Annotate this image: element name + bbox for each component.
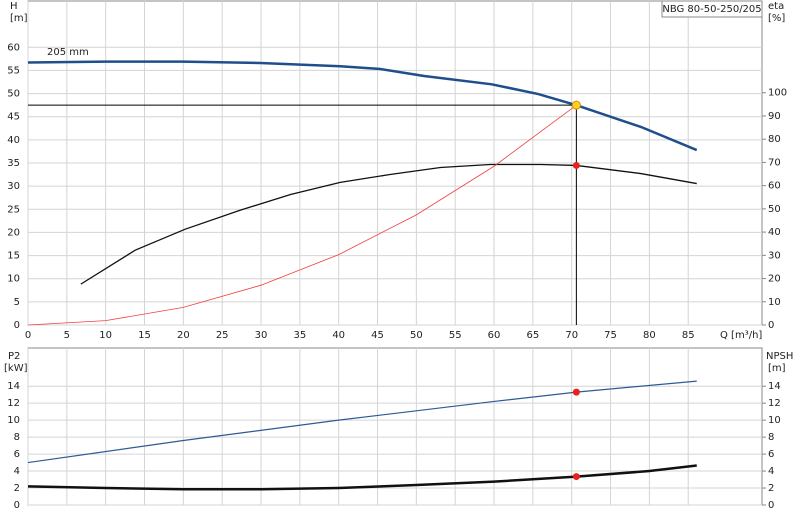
curve (27, 380, 697, 464)
y-tick-label: 12 (7, 398, 20, 409)
y-tick-label: 25 (7, 204, 20, 215)
y-tick-label: 14 (7, 381, 20, 392)
y-label: P2 (8, 351, 20, 362)
frame-bottom (27, 347, 763, 506)
y2-label: NPSH (766, 351, 793, 362)
y-tick-label: 60 (7, 42, 20, 53)
x-tick-label: 85 (682, 330, 695, 341)
y2-tick-label: 0 (768, 500, 774, 511)
y2-tick-label: 0 (768, 320, 774, 331)
y2-tick-label: 50 (768, 204, 781, 215)
chart-title: NBG 80-50-250/205 (662, 4, 761, 15)
y-tick-label: 2 (14, 483, 20, 494)
x-tick-label: 80 (643, 330, 656, 341)
y-tick-label: 30 (7, 181, 20, 192)
y2-tick-label: 12 (768, 398, 781, 409)
y2-tick-label: 14 (768, 381, 781, 392)
x-tick-label: 35 (293, 330, 306, 341)
y-tick-label: 10 (7, 274, 20, 285)
y2-tick-label: 10 (768, 297, 781, 308)
y-tick-label: 50 (7, 89, 20, 100)
y-tick-label: 15 (7, 251, 20, 262)
y2-unit: [%] (768, 13, 785, 24)
x-tick-label: 30 (255, 330, 268, 341)
y-tick-label: 35 (7, 158, 20, 169)
x-tick-label: 50 (410, 330, 423, 341)
y2-tick-label: 6 (768, 449, 774, 460)
y-tick-label: 45 (7, 112, 20, 123)
x-tick-label: 55 (449, 330, 462, 341)
x-tick-label: 70 (565, 330, 578, 341)
y-tick-label: 6 (14, 449, 20, 460)
operating-dot (572, 161, 580, 169)
operating-dot (572, 473, 580, 481)
x-tick-label: 0 (25, 330, 31, 341)
curve-label: 205 mm (47, 47, 89, 58)
y-tick-label: 0 (14, 320, 20, 331)
y2-unit: [m] (768, 363, 786, 374)
x-tick-label: 60 (488, 330, 501, 341)
operating-dot (572, 388, 580, 396)
y2-tick-label: 60 (768, 181, 781, 192)
x-tick-label: 15 (138, 330, 151, 341)
y2-tick-label: 10 (768, 415, 781, 426)
y2-tick-label: 2 (768, 483, 774, 494)
x-tick-label: 65 (527, 330, 540, 341)
y2-tick-label: 4 (768, 466, 774, 477)
y-tick-label: 0 (14, 500, 20, 511)
y2-label: eta (768, 1, 784, 12)
y-tick-label: 10 (7, 415, 20, 426)
y2-tick-label: 70 (768, 157, 781, 168)
y2-tick-label: 100 (768, 88, 787, 99)
x-tick-label: 10 (99, 330, 112, 341)
y2-tick-label: 20 (768, 274, 781, 285)
y-tick-label: 4 (14, 466, 20, 477)
x-tick-label: 5 (64, 330, 70, 341)
curve (27, 60, 698, 152)
y-unit: [kW] (4, 363, 28, 374)
y-tick-label: 8 (14, 432, 20, 443)
duty-point (571, 100, 581, 110)
title-box (661, 0, 763, 18)
y-label: H (10, 1, 18, 12)
y2-tick-label: 30 (768, 250, 781, 261)
y2-tick-label: 40 (768, 227, 781, 238)
curve (27, 104, 577, 326)
x-tick-label: 25 (216, 330, 229, 341)
y-tick-label: 20 (7, 227, 20, 238)
y-tick-label: 55 (7, 65, 20, 76)
y-tick-label: 40 (7, 135, 20, 146)
y2-tick-label: 80 (768, 134, 781, 145)
y2-tick-label: 8 (768, 432, 774, 443)
x-tick-label: 75 (604, 330, 617, 341)
x-tick-label: 45 (371, 330, 384, 341)
x-tick-label: 20 (177, 330, 190, 341)
y-unit: [m] (10, 13, 28, 24)
curve (27, 464, 697, 491)
y-tick-label: 5 (14, 297, 20, 308)
plot-layer (27, 1, 762, 506)
x-label: Q [m³/h] (720, 330, 762, 341)
x-tick-label: 40 (332, 330, 345, 341)
y2-tick-label: 90 (768, 111, 781, 122)
curve (80, 163, 697, 285)
